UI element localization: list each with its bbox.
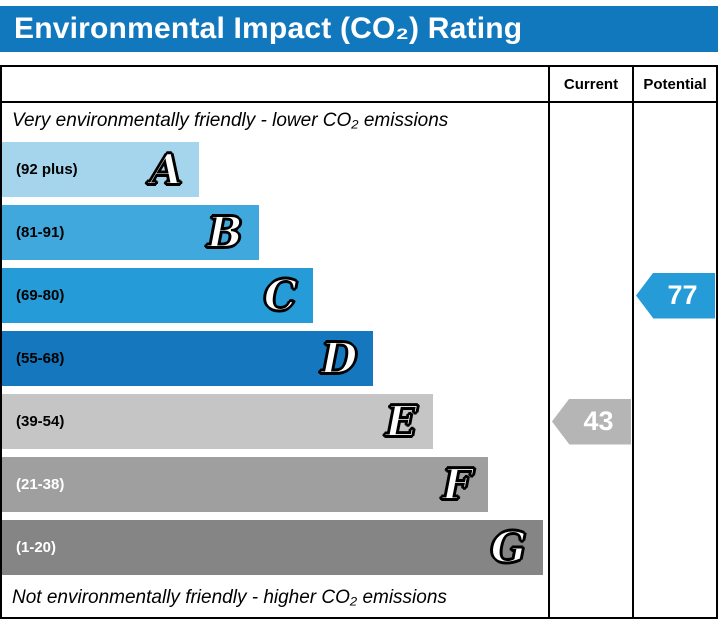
band-row-g: (1-20) G bbox=[2, 516, 548, 579]
band-bar-a: (92 plus) A bbox=[2, 142, 199, 197]
band-row-d: (55-68) D bbox=[2, 327, 548, 390]
page-title: Environmental Impact (CO₂) Rating bbox=[14, 12, 523, 45]
chart-header-spacer bbox=[2, 67, 548, 103]
potential-column: Potential 77 bbox=[632, 67, 716, 617]
band-row-f: (21-38) F bbox=[2, 453, 548, 516]
current-rating-arrow: 43 bbox=[552, 398, 631, 445]
potential-rating-arrow: 77 bbox=[636, 272, 715, 319]
current-column-header: Current bbox=[550, 67, 632, 103]
band-range-label: (39-54) bbox=[16, 413, 65, 430]
bottom-caption: Not environmentally friendly - higher CO… bbox=[12, 587, 447, 608]
band-bar-c: (69-80) C bbox=[2, 268, 314, 323]
potential-column-header: Potential bbox=[634, 67, 716, 103]
band-range-label: (55-68) bbox=[16, 350, 65, 367]
band-row-b: (81-91) B bbox=[2, 201, 548, 264]
band-letter: C bbox=[263, 270, 298, 320]
band-range-label: (81-91) bbox=[16, 224, 65, 241]
top-caption: Very environmentally friendly - lower CO… bbox=[12, 109, 449, 131]
band-letter: D bbox=[320, 333, 358, 383]
band-bar-b: (81-91) B bbox=[2, 205, 259, 260]
band-row-c: (69-80) C bbox=[2, 264, 548, 327]
bands-column: Very environmentally friendly - lower CO… bbox=[2, 67, 548, 617]
band-bar-f: (21-38) F bbox=[2, 457, 488, 512]
chart-title-bar: Environmental Impact (CO₂) Rating bbox=[0, 6, 718, 52]
band-bar-g: (1-20) G bbox=[2, 520, 543, 575]
band-range-label: (92 plus) bbox=[16, 161, 78, 178]
band-row-e: (39-54) E bbox=[2, 390, 548, 453]
band-letter: E bbox=[384, 396, 418, 446]
band-letter: B bbox=[206, 207, 243, 257]
rating-table: Very environmentally friendly - lower CO… bbox=[0, 65, 718, 619]
band-range-label: (1-20) bbox=[16, 539, 57, 556]
band-range-label: (21-38) bbox=[16, 476, 65, 493]
potential-rating-value: 77 bbox=[667, 280, 698, 310]
band-row-a: (92 plus) A bbox=[2, 138, 548, 201]
band-letter: G bbox=[490, 522, 528, 572]
band-bar-d: (55-68) D bbox=[2, 331, 374, 386]
band-letter: F bbox=[441, 459, 473, 509]
current-column: Current 43 bbox=[548, 67, 632, 617]
band-range-label: (69-80) bbox=[16, 287, 65, 304]
current-rating-value: 43 bbox=[583, 406, 614, 436]
band-letter: A bbox=[149, 144, 184, 194]
band-bar-e: (39-54) E bbox=[2, 394, 434, 449]
